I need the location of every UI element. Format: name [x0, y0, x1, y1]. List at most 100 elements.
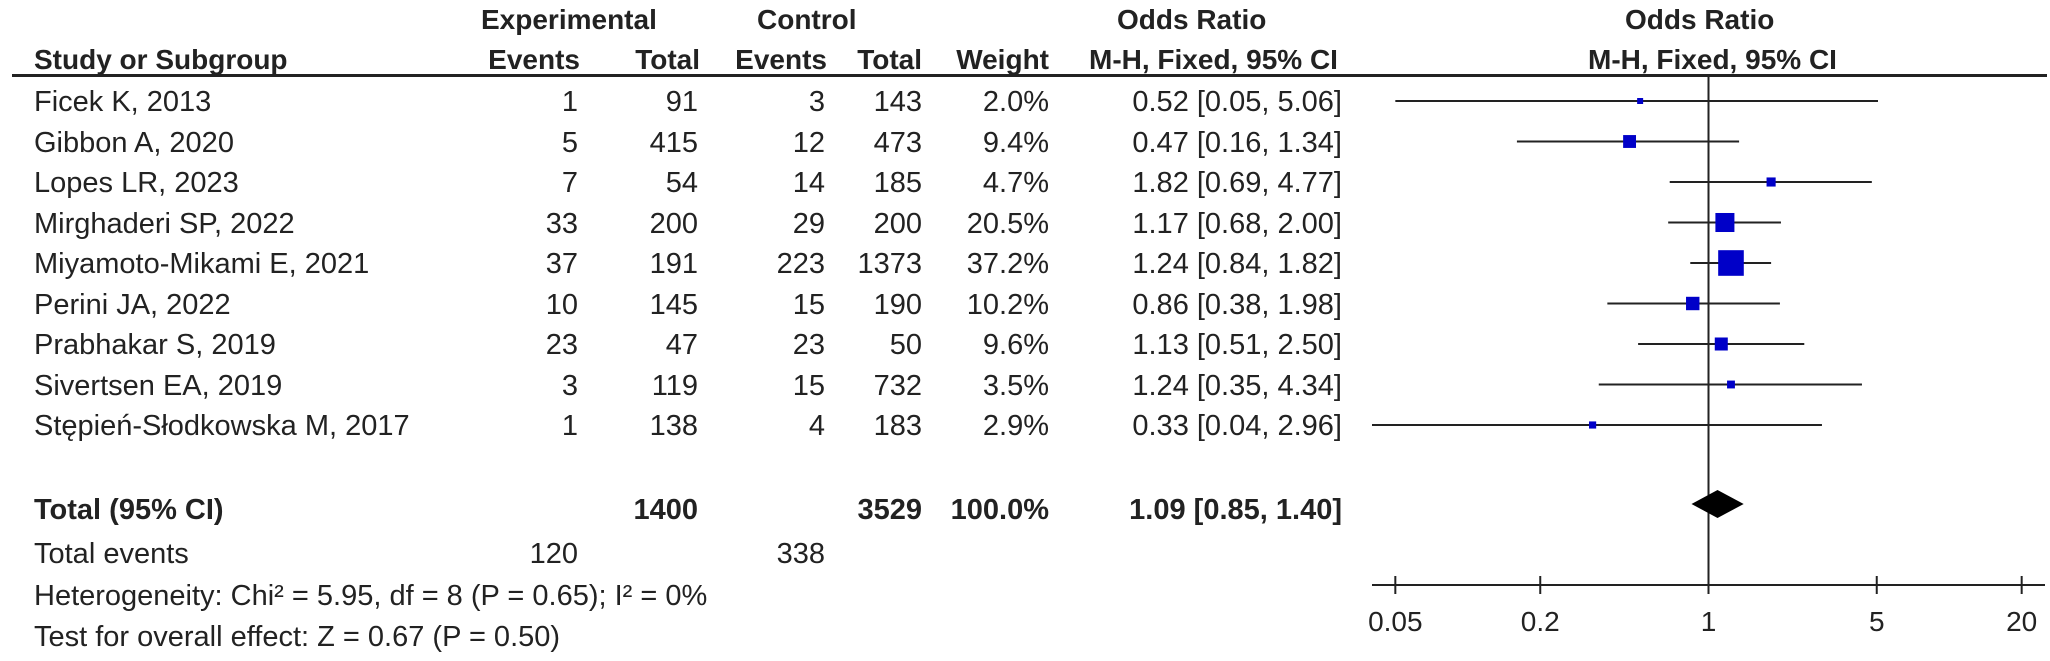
exp-total: 138: [649, 410, 698, 442]
or-ci-value: 0.47 [0.16, 1.34]: [1132, 126, 1342, 159]
ctrl-total: 732: [873, 369, 922, 402]
study-name: Stępień-Słodkowska M, 2017: [34, 410, 410, 442]
weight-column-header: Weight: [956, 44, 1049, 75]
weight-value: 20.5%: [966, 207, 1049, 240]
ctrl-events: 4: [808, 410, 825, 442]
point-estimate-marker: [1727, 380, 1735, 389]
header-rule: [12, 74, 2047, 77]
exp-events: 37: [545, 248, 578, 280]
x-tick-label: 0.05: [1368, 606, 1423, 637]
heterogeneity-text: Heterogeneity: Chi² = 5.95, df = 8 (P = …: [34, 580, 708, 612]
x-tick-label: 0.2: [1521, 606, 1560, 637]
point-estimate-marker: [1637, 98, 1644, 104]
ctrl-total: 200: [873, 207, 922, 240]
total-events-ctrl: 338: [776, 538, 825, 570]
point-estimate-marker: [1686, 296, 1700, 311]
ctrl-events: 3: [808, 86, 825, 118]
exp-total: 145: [649, 288, 698, 321]
point-estimate-marker: [1766, 177, 1776, 187]
exp-total-column-header: Total: [635, 44, 700, 75]
exp-events: 10: [545, 288, 578, 321]
overall-effect-text: Test for overall effect: Z = 0.67 (P = 0…: [34, 621, 561, 653]
study-name: Perini JA, 2022: [34, 288, 231, 321]
ctrl-total: 50: [889, 329, 922, 361]
exp-events: 3: [561, 369, 578, 402]
total-row-ci: 1.09 [0.85, 1.40]: [1129, 494, 1342, 526]
or-plot-method-header: M-H, Fixed, 95% CI: [1588, 44, 1837, 75]
exp-events: 23: [545, 329, 578, 361]
exp-total: 415: [649, 126, 698, 159]
x-tick-label: 20: [2006, 606, 2037, 637]
study-column-header: Study or Subgroup: [34, 44, 288, 75]
ctrl-total: 143: [873, 86, 922, 118]
ctrl-events: 12: [792, 126, 825, 159]
weight-value: 10.2%: [966, 288, 1049, 321]
ctrl-total: 190: [873, 288, 922, 321]
x-tick-label: 5: [1869, 606, 1885, 637]
or-ci-value: 1.24 [0.35, 4.34]: [1132, 369, 1342, 402]
exp-events: 1: [561, 86, 578, 118]
exp-total: 191: [649, 248, 698, 280]
odds-ratio-table-header: Odds Ratio: [1117, 4, 1267, 35]
point-estimate-marker: [1715, 212, 1735, 233]
weight-value: 2.0%: [982, 86, 1049, 118]
total-events-label: Total events: [34, 538, 189, 570]
ctrl-total-column-header: Total: [857, 44, 922, 75]
odds-ratio-plot-header: Odds Ratio: [1625, 4, 1775, 35]
ctrl-total: 183: [873, 410, 922, 442]
ctrl-events: 15: [792, 369, 825, 402]
exp-total: 47: [665, 329, 698, 361]
ctrl-events: 15: [792, 288, 825, 321]
exp-events-column-header: Events: [488, 44, 580, 75]
x-tick-label: 1: [1701, 606, 1717, 637]
ctrl-events: 14: [792, 167, 825, 199]
study-name: Prabhakar S, 2019: [34, 329, 276, 361]
exp-total: 200: [649, 207, 698, 240]
total-row-weight: 100.0%: [950, 494, 1049, 526]
point-estimate-marker: [1589, 421, 1597, 429]
exp-events: 1: [561, 410, 578, 442]
control-group-header: Control: [757, 4, 857, 35]
or-table-method-header: M-H, Fixed, 95% CI: [1089, 44, 1338, 75]
study-name: Lopes LR, 2023: [34, 167, 239, 199]
exp-total: 119: [651, 369, 698, 402]
ctrl-total: 473: [873, 126, 922, 159]
weight-value: 4.7%: [982, 167, 1049, 199]
study-name: Ficek K, 2013: [34, 86, 212, 118]
or-ci-value: 1.24 [0.84, 1.82]: [1132, 248, 1342, 280]
or-ci-value: 0.52 [0.05, 5.06]: [1132, 86, 1342, 118]
ctrl-events-column-header: Events: [735, 44, 827, 75]
total-row-exp-total: 1400: [633, 494, 698, 526]
study-name: Gibbon A, 2020: [34, 126, 234, 159]
or-ci-value: 0.33 [0.04, 2.96]: [1132, 410, 1342, 442]
ctrl-events: 23: [792, 329, 825, 361]
exp-events: 5: [561, 126, 578, 159]
pooled-estimate-diamond: [1691, 490, 1744, 518]
or-ci-value: 0.86 [0.38, 1.98]: [1132, 288, 1342, 321]
weight-value: 3.5%: [982, 369, 1049, 402]
total-row-label: Total (95% CI): [34, 494, 224, 526]
weight-value: 9.6%: [982, 329, 1049, 361]
total-row-ctrl-total: 3529: [857, 494, 922, 526]
weight-value: 2.9%: [982, 410, 1049, 442]
ctrl-total: 1373: [857, 248, 922, 280]
study-name: Mirghaderi SP, 2022: [34, 207, 295, 240]
exp-events: 33: [545, 207, 578, 240]
study-name: Sivertsen EA, 2019: [34, 369, 283, 402]
point-estimate-marker: [1718, 250, 1744, 276]
or-ci-value: 1.17 [0.68, 2.00]: [1132, 207, 1342, 240]
or-ci-value: 1.13 [0.51, 2.50]: [1132, 329, 1342, 361]
study-name: Miyamoto-Mikami E, 2021: [34, 248, 370, 280]
point-estimate-marker: [1714, 337, 1728, 351]
ctrl-events: 29: [792, 207, 825, 240]
total-events-exp: 120: [529, 538, 578, 570]
exp-total: 54: [665, 167, 698, 199]
weight-value: 9.4%: [982, 126, 1049, 159]
point-estimate-marker: [1623, 135, 1637, 148]
exp-events: 7: [561, 167, 578, 199]
or-ci-value: 1.82 [0.69, 4.77]: [1132, 167, 1342, 199]
ctrl-events: 223: [776, 248, 825, 280]
weight-value: 37.2%: [966, 248, 1049, 280]
exp-total: 91: [665, 86, 698, 118]
